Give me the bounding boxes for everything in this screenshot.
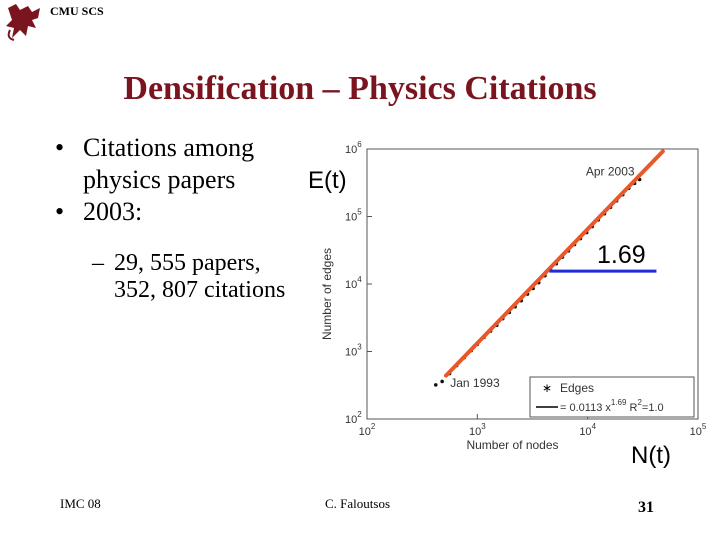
bullet-symbol: • <box>55 197 65 226</box>
bullet-symbol: • <box>55 133 65 162</box>
y-tick-label: 104 <box>345 275 362 291</box>
legend-box <box>529 376 695 418</box>
page-number: 31 <box>638 499 654 516</box>
y-tick-label: 105 <box>345 208 362 224</box>
data-point <box>433 383 438 387</box>
bullet-text: Citations among <box>83 133 255 162</box>
slide-title: Densification – Physics Citations <box>123 70 597 107</box>
annotation-apr-2003: Apr 2003 <box>586 165 635 179</box>
x-axis-label: Number of nodes <box>466 438 558 452</box>
sub-bullet-text: 352, 807 citations <box>114 277 286 303</box>
sub-bullet-text: 29, 555 papers, <box>114 250 261 276</box>
footer-venue: IMC 08 <box>60 496 101 511</box>
bullet-item: • Citations among physics papers <box>55 132 254 196</box>
y-tick-label: 106 <box>345 140 362 156</box>
bullet-list: • Citations among physics papers • 2003: <box>55 132 254 228</box>
sub-bullet-item: – 29, 555 papers, 352, 807 citations <box>92 250 285 304</box>
et-label: E(t) <box>308 167 347 194</box>
x-tick-label: 105 <box>690 422 707 438</box>
bullet-text: 2003: <box>83 197 143 226</box>
data-point <box>440 379 444 384</box>
y-tick-label: 103 <box>345 343 362 359</box>
x-tick-label: 102 <box>359 422 376 438</box>
annotation-jan-1993: Jan 1993 <box>450 376 500 390</box>
y-tick-label: 102 <box>345 410 362 426</box>
header-org: CMU SCS <box>50 4 104 18</box>
footer-author: C. Faloutsos <box>325 496 391 511</box>
cmu-dragon-logo <box>6 4 40 41</box>
dash-symbol: – <box>92 250 104 276</box>
fit-line <box>443 149 665 378</box>
bullet-item: • 2003: <box>55 196 254 228</box>
x-tick-label: 104 <box>579 422 596 438</box>
bullet-text: physics papers <box>83 165 236 194</box>
nt-label: N(t) <box>631 442 671 469</box>
exponent-label: 1.69 <box>597 241 646 269</box>
legend-label-edges: Edges <box>560 381 594 395</box>
legend-marker: ∗ <box>542 381 552 395</box>
sub-bullet-list: – 29, 555 papers, 352, 807 citations <box>92 250 285 304</box>
densification-chart: 102 103 104 105 102 103 104 105 106 Number of nod… <box>320 140 707 452</box>
x-tick-label: 103 <box>469 422 486 438</box>
y-axis-label: Number of edges <box>320 248 334 340</box>
